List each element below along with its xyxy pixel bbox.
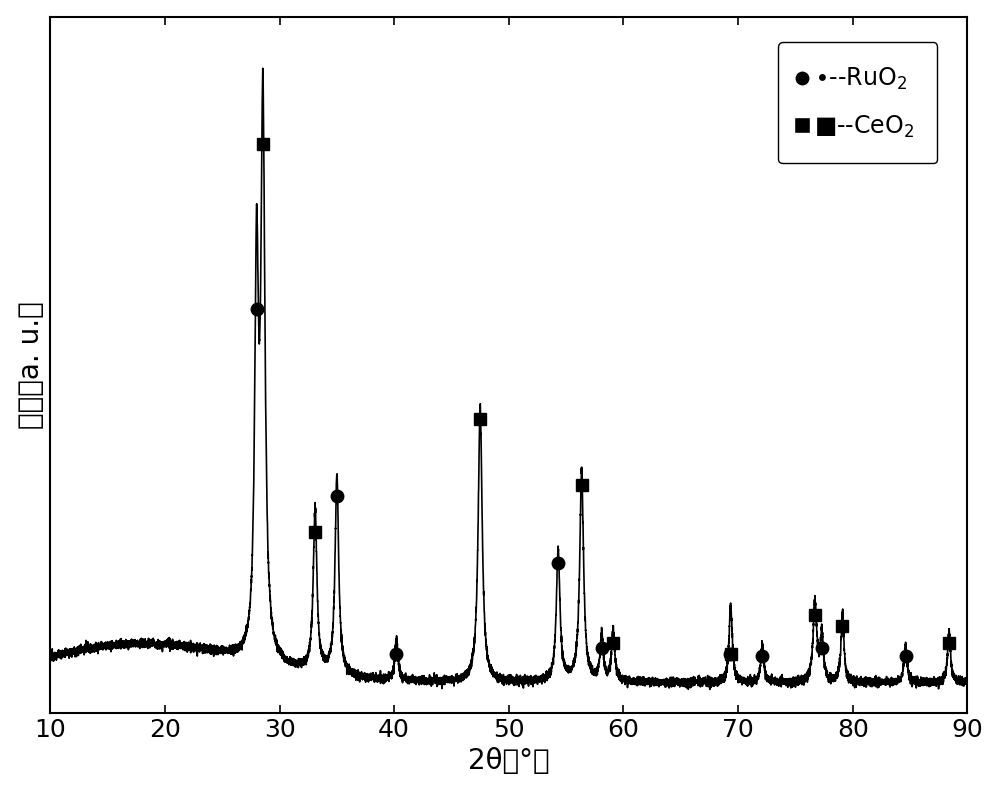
X-axis label: 2θ（°）: 2θ（°）	[468, 748, 550, 775]
Legend: $\bullet$--RuO$_2$, $\blacksquare$--CeO$_2$: $\bullet$--RuO$_2$, $\blacksquare$--CeO$…	[778, 43, 937, 163]
Y-axis label: 强度（a. u.）: 强度（a. u.）	[17, 301, 45, 428]
